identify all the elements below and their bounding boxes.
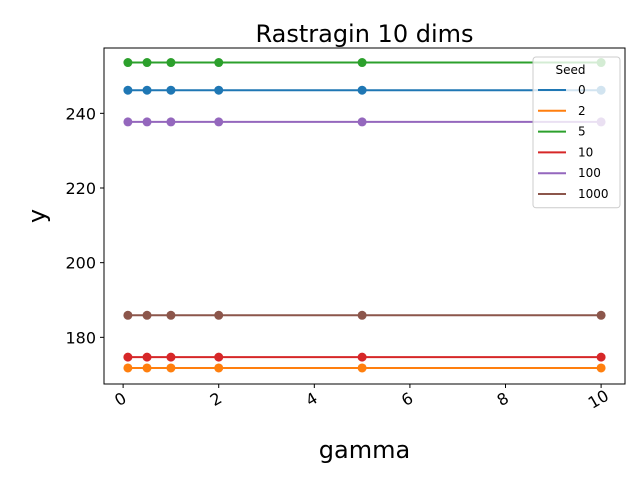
data-point-100-3 bbox=[214, 117, 224, 127]
x-tick-label: 6 bbox=[398, 388, 416, 410]
data-point-2-4 bbox=[357, 363, 367, 373]
chart-title: Rastragin 10 dims bbox=[255, 20, 473, 48]
data-point-5-0 bbox=[123, 58, 133, 68]
legend-label-10: 10 bbox=[578, 145, 593, 159]
data-point-10-5 bbox=[596, 352, 606, 362]
data-point-1000-2 bbox=[166, 310, 176, 320]
series-100 bbox=[123, 117, 606, 127]
data-point-10-3 bbox=[214, 352, 224, 362]
legend-label-100: 100 bbox=[578, 166, 601, 180]
legend-box bbox=[532, 56, 621, 209]
data-point-1000-4 bbox=[357, 310, 367, 320]
data-point-2-5 bbox=[596, 363, 606, 373]
data-point-10-4 bbox=[357, 352, 367, 362]
x-tick-label: 4 bbox=[302, 388, 320, 410]
y-tick-label: 180 bbox=[65, 328, 96, 347]
x-axis-label: gamma bbox=[319, 436, 410, 464]
data-point-10-0 bbox=[123, 352, 133, 362]
data-point-10-1 bbox=[142, 352, 152, 362]
series-1000 bbox=[123, 310, 606, 320]
legend: Seed 0 2 5 10 100 1000 bbox=[532, 56, 621, 209]
data-point-1000-5 bbox=[596, 310, 606, 320]
y-tick-label: 240 bbox=[65, 104, 96, 123]
data-point-5-4 bbox=[357, 58, 367, 68]
axes-frame bbox=[103, 47, 626, 385]
data-point-100-0 bbox=[123, 117, 133, 127]
y-tick-label: 200 bbox=[65, 254, 96, 273]
x-axis: 0 2 4 6 8 10 bbox=[111, 384, 612, 413]
data-point-0-4 bbox=[357, 85, 367, 95]
data-point-0-0 bbox=[123, 85, 133, 95]
data-point-0-2 bbox=[166, 85, 176, 95]
data-point-2-2 bbox=[166, 363, 176, 373]
y-axis-label: y bbox=[23, 209, 51, 223]
data-point-100-1 bbox=[142, 117, 152, 127]
x-tick-label: 2 bbox=[207, 388, 225, 410]
data-point-100-2 bbox=[166, 117, 176, 127]
x-tick-label: 8 bbox=[494, 388, 512, 410]
y-axis: 180 200 220 240 bbox=[65, 104, 104, 347]
series-5 bbox=[123, 58, 606, 68]
data-point-0-1 bbox=[142, 85, 152, 95]
data-point-1000-0 bbox=[123, 310, 133, 320]
data-point-2-1 bbox=[142, 363, 152, 373]
legend-title: Seed bbox=[556, 63, 586, 77]
series-10 bbox=[123, 352, 606, 362]
legend-label-1000: 1000 bbox=[578, 187, 609, 201]
legend-label-5: 5 bbox=[578, 125, 586, 139]
x-tick-label: 10 bbox=[585, 386, 612, 413]
data-point-5-2 bbox=[166, 58, 176, 68]
data-point-5-3 bbox=[214, 58, 224, 68]
legend-label-2: 2 bbox=[578, 104, 586, 118]
plot-area bbox=[123, 58, 606, 373]
data-point-10-2 bbox=[166, 352, 176, 362]
data-point-0-3 bbox=[214, 85, 224, 95]
data-point-2-0 bbox=[123, 363, 133, 373]
y-tick-label: 220 bbox=[65, 179, 96, 198]
series-2 bbox=[123, 363, 606, 373]
data-point-5-1 bbox=[142, 58, 152, 68]
data-point-1000-1 bbox=[142, 310, 152, 320]
data-point-1000-3 bbox=[214, 310, 224, 320]
data-point-100-4 bbox=[357, 117, 367, 127]
x-tick-label: 0 bbox=[111, 388, 129, 410]
legend-label-0: 0 bbox=[578, 83, 586, 97]
data-point-2-3 bbox=[214, 363, 224, 373]
